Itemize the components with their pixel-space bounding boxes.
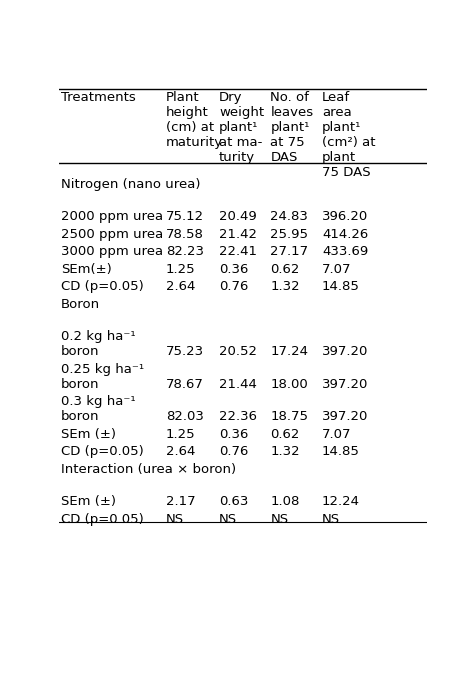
Text: 17.24: 17.24: [271, 346, 309, 358]
Text: SEm (±): SEm (±): [61, 428, 116, 441]
Text: 14.85: 14.85: [322, 281, 360, 293]
Text: boron: boron: [61, 378, 100, 390]
Text: Plant
height
(cm) at
maturity: Plant height (cm) at maturity: [166, 91, 223, 149]
Text: 75.23: 75.23: [166, 346, 204, 358]
Text: boron: boron: [61, 346, 100, 358]
Text: 82.23: 82.23: [166, 245, 204, 258]
Text: Boron: Boron: [61, 298, 100, 311]
Text: NS: NS: [166, 513, 184, 526]
Text: 14.85: 14.85: [322, 445, 360, 458]
Text: CD (p=0.05): CD (p=0.05): [61, 281, 144, 293]
Text: 396.20: 396.20: [322, 210, 368, 223]
Text: 21.42: 21.42: [219, 227, 257, 240]
Text: 397.20: 397.20: [322, 346, 368, 358]
Text: 12.24: 12.24: [322, 495, 360, 509]
Text: CD (p=0.05): CD (p=0.05): [61, 445, 144, 458]
Text: 75.12: 75.12: [166, 210, 204, 223]
Text: 0.25 kg ha⁻¹: 0.25 kg ha⁻¹: [61, 363, 144, 376]
Text: 22.36: 22.36: [219, 410, 257, 423]
Text: 2.64: 2.64: [166, 445, 195, 458]
Text: 0.3 kg ha⁻¹: 0.3 kg ha⁻¹: [61, 395, 136, 408]
Text: 0.2 kg ha⁻¹: 0.2 kg ha⁻¹: [61, 330, 136, 343]
Text: 3000 ppm urea: 3000 ppm urea: [61, 245, 163, 258]
Text: 22.41: 22.41: [219, 245, 257, 258]
Text: SEm(±): SEm(±): [61, 263, 112, 276]
Text: CD (p=0.05): CD (p=0.05): [61, 513, 144, 526]
Text: 2.17: 2.17: [166, 495, 195, 509]
Text: 1.32: 1.32: [271, 281, 300, 293]
Text: 82.03: 82.03: [166, 410, 204, 423]
Text: Interaction (urea × boron): Interaction (urea × boron): [61, 463, 236, 476]
Text: 7.07: 7.07: [322, 428, 351, 441]
Text: 414.26: 414.26: [322, 227, 368, 240]
Text: 1.08: 1.08: [271, 495, 300, 509]
Text: 1.25: 1.25: [166, 263, 195, 276]
Text: Treatments: Treatments: [61, 91, 136, 104]
Text: 21.44: 21.44: [219, 378, 257, 390]
Text: 397.20: 397.20: [322, 410, 368, 423]
Text: 20.52: 20.52: [219, 346, 257, 358]
Text: 0.76: 0.76: [219, 445, 248, 458]
Text: 433.69: 433.69: [322, 245, 368, 258]
Text: 0.63: 0.63: [219, 495, 248, 509]
Text: 1.25: 1.25: [166, 428, 195, 441]
Text: 2500 ppm urea: 2500 ppm urea: [61, 227, 164, 240]
Text: 7.07: 7.07: [322, 263, 351, 276]
Text: Nitrogen (nano urea): Nitrogen (nano urea): [61, 178, 201, 191]
Text: 0.36: 0.36: [219, 263, 248, 276]
Text: 18.00: 18.00: [271, 378, 308, 390]
Text: 25.95: 25.95: [271, 227, 309, 240]
Text: 78.67: 78.67: [166, 378, 204, 390]
Text: 0.62: 0.62: [271, 428, 300, 441]
Text: NS: NS: [219, 513, 237, 526]
Text: 1.32: 1.32: [271, 445, 300, 458]
Text: boron: boron: [61, 410, 100, 423]
Text: No. of
leaves
plant¹
at 75
DAS: No. of leaves plant¹ at 75 DAS: [271, 91, 314, 164]
Text: 0.36: 0.36: [219, 428, 248, 441]
Text: NS: NS: [271, 513, 289, 526]
Text: 18.75: 18.75: [271, 410, 309, 423]
Text: 2.64: 2.64: [166, 281, 195, 293]
Text: 397.20: 397.20: [322, 378, 368, 390]
Text: 24.83: 24.83: [271, 210, 309, 223]
Text: 27.17: 27.17: [271, 245, 309, 258]
Text: 20.49: 20.49: [219, 210, 257, 223]
Text: NS: NS: [322, 513, 340, 526]
Text: Leaf
area
plant¹
(cm²) at
plant
75 DAS: Leaf area plant¹ (cm²) at plant 75 DAS: [322, 91, 375, 179]
Text: 2000 ppm urea: 2000 ppm urea: [61, 210, 163, 223]
Text: Dry
weight
plant¹
at ma-
turity: Dry weight plant¹ at ma- turity: [219, 91, 264, 164]
Text: SEm (±): SEm (±): [61, 495, 116, 509]
Text: 0.76: 0.76: [219, 281, 248, 293]
Text: 0.62: 0.62: [271, 263, 300, 276]
Text: 78.58: 78.58: [166, 227, 204, 240]
